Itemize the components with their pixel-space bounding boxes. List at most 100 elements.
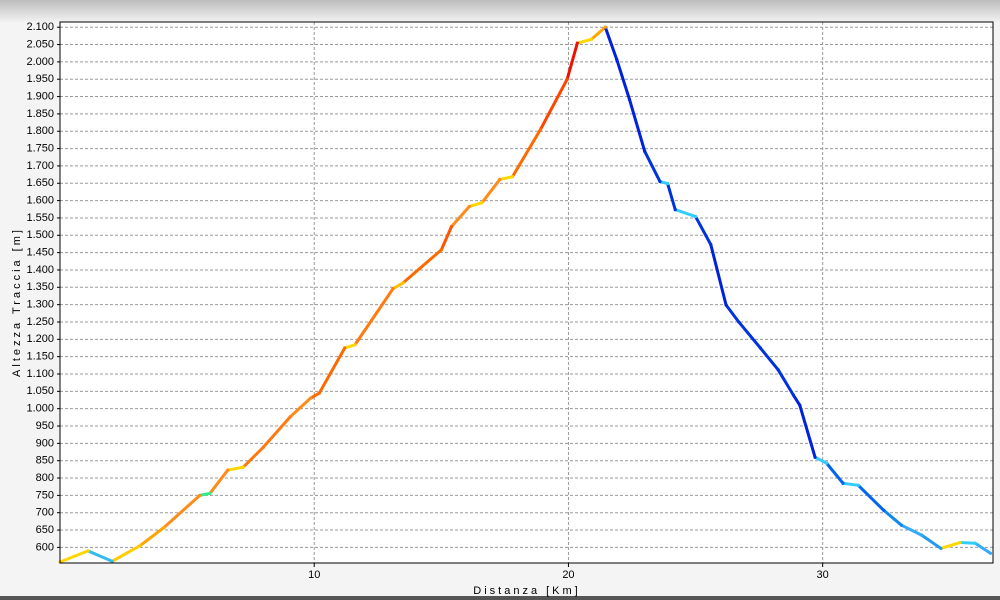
y-tick-label: 650: [36, 524, 54, 536]
profile-point: [939, 546, 943, 551]
profile-segment: [86, 549, 114, 563]
profile-segment: [813, 455, 828, 465]
profile-segment: [226, 465, 245, 472]
profile-segment: [899, 523, 924, 537]
profile-point: [615, 57, 619, 62]
y-tick-label: 600: [36, 541, 54, 553]
plot-area: [60, 22, 993, 563]
profile-segment: [673, 208, 698, 219]
profile-point: [882, 508, 886, 512]
profile-segment: [643, 149, 662, 184]
profile-point: [439, 248, 443, 252]
x-tick-label: 20: [562, 569, 574, 581]
profile-point: [288, 415, 292, 419]
y-tick-label: 2.050: [26, 38, 54, 50]
profile-segment: [439, 225, 454, 252]
profile-segment: [198, 491, 212, 497]
profile-segment: [798, 403, 817, 459]
y-tick-label: 1.850: [26, 108, 54, 120]
y-tick-label: 1.650: [26, 177, 54, 189]
y-tick-label: 1.250: [26, 316, 54, 328]
profile-point: [110, 559, 114, 563]
profile-point: [589, 37, 593, 41]
profile-point: [353, 343, 357, 347]
top-bar: [0, 0, 1000, 22]
y-tick-label: 1.500: [26, 229, 54, 241]
profile-point: [575, 41, 579, 45]
profile-point: [899, 523, 904, 527]
profile-point: [988, 551, 993, 555]
y-tick-label: 900: [36, 437, 54, 449]
profile-segment: [538, 77, 569, 132]
profile-segment: [758, 346, 780, 372]
profile-point: [480, 201, 484, 205]
x-axis-title: Distanza [Km]: [473, 585, 580, 597]
profile-point: [798, 403, 802, 407]
plot-border: [59, 21, 994, 564]
profile-segment: [343, 343, 357, 350]
profile-point: [920, 533, 924, 537]
profile-point: [824, 461, 829, 465]
profile-point: [958, 540, 962, 545]
profile-point: [627, 97, 632, 101]
profile-point: [693, 214, 698, 219]
profile-point: [603, 25, 607, 29]
profile-segment: [575, 37, 593, 45]
profile-segment: [776, 368, 795, 397]
y-axis-title: Altezza Traccia [m]: [11, 227, 23, 377]
profile-segment: [615, 57, 631, 101]
profile-segment: [958, 541, 977, 545]
profile-point: [308, 396, 313, 400]
y-tick-label: 1.400: [26, 264, 54, 276]
profile-point: [86, 549, 90, 553]
profile-point: [665, 182, 670, 186]
profile-point: [737, 320, 741, 324]
profile-point: [391, 287, 395, 291]
profile-segment: [288, 396, 312, 419]
profile-point: [261, 445, 265, 449]
profile-segment: [882, 508, 903, 527]
profile-point: [856, 483, 860, 487]
y-tick-label: 1.700: [26, 160, 54, 172]
profile-segment: [824, 461, 845, 485]
x-tick-label: 10: [308, 569, 320, 581]
profile-segment: [498, 175, 515, 181]
profile-segment: [317, 346, 347, 395]
y-tick-label: 850: [36, 455, 54, 467]
y-tick-label: 1.750: [26, 142, 54, 154]
y-tick-label: 950: [36, 420, 54, 432]
y-tick-label: 1.000: [26, 403, 54, 415]
profile-segment: [450, 204, 471, 229]
grid: [57, 22, 993, 567]
profile-point: [317, 391, 321, 395]
y-tick-label: 2.100: [26, 21, 54, 33]
y-tick-label: 1.150: [26, 351, 54, 363]
profile-segment: [737, 320, 762, 350]
profile-point: [498, 177, 502, 182]
profile-point: [658, 179, 662, 184]
y-tick-label: 1.350: [26, 281, 54, 293]
profile-segment: [467, 201, 484, 208]
profile-segment: [480, 177, 502, 205]
profile-segment: [694, 215, 713, 247]
y-tick-label: 1.200: [26, 333, 54, 345]
profile-segment: [241, 445, 265, 469]
plot: [58, 25, 993, 564]
profile-segment: [856, 483, 886, 512]
profile-point: [709, 243, 713, 247]
profile-point: [724, 303, 728, 307]
profile-segment: [162, 493, 202, 529]
profile-segment: [511, 128, 542, 179]
profile-segment: [208, 468, 230, 495]
profile-point: [565, 77, 569, 81]
profile-point: [841, 481, 845, 485]
profile-segment: [401, 248, 443, 285]
profile-point: [643, 149, 647, 153]
profile-point: [673, 208, 677, 212]
profile-segment: [666, 182, 677, 212]
y-tick-label: 750: [36, 489, 54, 501]
x-tick-label: 30: [817, 569, 829, 581]
profile-segment: [589, 25, 607, 41]
profile-point: [401, 281, 405, 285]
